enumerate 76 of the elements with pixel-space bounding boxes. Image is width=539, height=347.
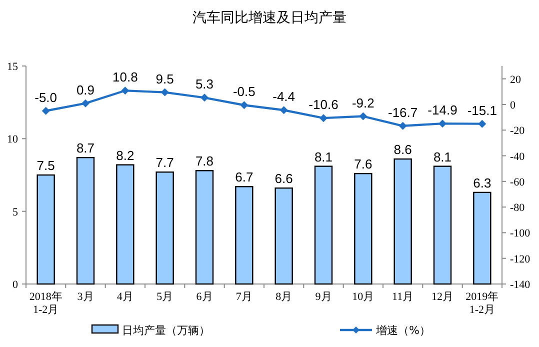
y-tick-label: 0 bbox=[12, 279, 18, 291]
data-label: -16.7 bbox=[388, 104, 418, 120]
data-label: 7.8 bbox=[195, 154, 214, 169]
data-label: 7.5 bbox=[36, 158, 55, 173]
x-tick-label: 7月 bbox=[236, 291, 252, 303]
y-tick-label: 5 bbox=[12, 206, 18, 218]
bar bbox=[473, 192, 492, 285]
data-label: -0.5 bbox=[232, 84, 256, 100]
point bbox=[398, 122, 407, 130]
y2-tick-label: -40 bbox=[510, 150, 526, 163]
x-tick-label: 12月 bbox=[432, 291, 454, 303]
data-label: 8.1 bbox=[433, 149, 452, 164]
x-tick-label: 3月 bbox=[77, 291, 94, 303]
data-label: 10.8 bbox=[112, 70, 138, 85]
bar bbox=[354, 172, 372, 285]
legend-label: 日均产量（万辆） bbox=[122, 324, 210, 337]
point bbox=[82, 99, 90, 108]
y-tick-label: 10 bbox=[7, 134, 18, 146]
bar bbox=[76, 156, 95, 285]
data-label: 6.6 bbox=[274, 171, 293, 186]
y2-tick-label: -120 bbox=[510, 253, 531, 266]
y2-tick-label: -60 bbox=[510, 176, 526, 188]
data-label: 0.9 bbox=[76, 82, 95, 98]
y2-tick-label: -20 bbox=[510, 125, 526, 138]
data-label: 9.5 bbox=[156, 71, 174, 86]
point bbox=[478, 120, 486, 128]
bar bbox=[394, 158, 412, 285]
x-tick-label: 6月 bbox=[196, 291, 213, 303]
y2-tick-label: 0 bbox=[510, 99, 516, 112]
y2-tick-label: -100 bbox=[510, 228, 531, 240]
x-tick-label: 9月 bbox=[315, 291, 332, 303]
point bbox=[121, 86, 130, 95]
data-label: -9.2 bbox=[352, 95, 374, 110]
data-label: 6.7 bbox=[235, 170, 254, 185]
y-tick-label: 15 bbox=[7, 61, 18, 73]
bar bbox=[36, 174, 55, 285]
point bbox=[320, 114, 328, 122]
bar bbox=[433, 166, 452, 285]
x-tick-label: 11月 bbox=[392, 291, 414, 303]
data-label: 7.6 bbox=[354, 156, 372, 172]
bar bbox=[116, 164, 134, 285]
point bbox=[160, 88, 169, 96]
point bbox=[359, 112, 368, 120]
data-label: -5.0 bbox=[34, 90, 58, 105]
y2-tick-label: -80 bbox=[510, 202, 526, 214]
data-label: 8.1 bbox=[314, 149, 333, 164]
data-label: -15.1 bbox=[467, 102, 497, 118]
data-label: 8.6 bbox=[394, 142, 412, 158]
x-tick-label: 4月 bbox=[116, 291, 134, 303]
point bbox=[280, 106, 288, 114]
bar bbox=[314, 166, 333, 285]
x-tick-label: 5月 bbox=[156, 291, 174, 303]
data-label: 7.7 bbox=[156, 155, 174, 170]
bar bbox=[195, 170, 214, 285]
data-label: -10.6 bbox=[308, 97, 338, 112]
x-tick-label: 8月 bbox=[276, 291, 292, 303]
data-label: 8.7 bbox=[76, 140, 95, 156]
legend-label: 增速（%） bbox=[375, 324, 430, 337]
chart-title: 汽车同比增速及日均产量 bbox=[192, 10, 346, 26]
data-label: -14.9 bbox=[428, 102, 458, 118]
point bbox=[438, 120, 446, 128]
bar bbox=[274, 187, 293, 285]
data-label: 6.3 bbox=[473, 175, 492, 190]
data-label: 8.2 bbox=[116, 148, 134, 163]
x-tick-label: 2018年 1-2月 bbox=[29, 291, 62, 316]
data-label: -4.4 bbox=[272, 89, 296, 104]
bar bbox=[156, 171, 174, 285]
y2-tick-label: -140 bbox=[510, 279, 531, 291]
point bbox=[240, 101, 248, 110]
data-label: 5.3 bbox=[195, 76, 214, 92]
bar bbox=[235, 186, 254, 285]
x-tick-label: 10月 bbox=[352, 291, 374, 303]
y2-tick-label: 20 bbox=[510, 74, 522, 86]
point bbox=[200, 94, 208, 102]
x-tick-label: 2019年 1-2月 bbox=[466, 291, 499, 316]
point bbox=[42, 106, 50, 115]
